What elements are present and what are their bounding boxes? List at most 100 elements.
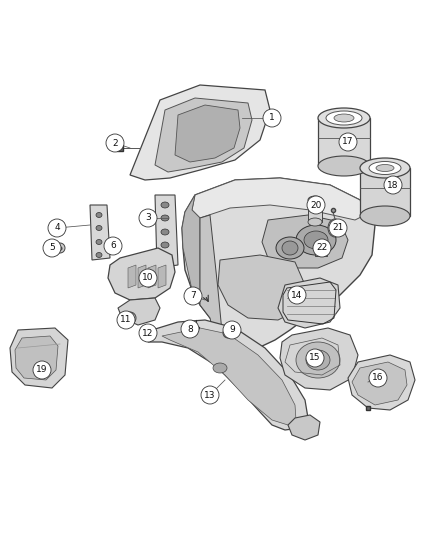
Circle shape (184, 287, 202, 305)
Polygon shape (118, 298, 160, 325)
Polygon shape (278, 278, 340, 328)
Circle shape (104, 237, 122, 255)
Ellipse shape (161, 242, 169, 248)
Text: 1: 1 (269, 114, 275, 123)
Polygon shape (162, 328, 296, 425)
Circle shape (106, 134, 124, 152)
Ellipse shape (334, 114, 354, 122)
Ellipse shape (296, 342, 340, 378)
Ellipse shape (304, 231, 328, 249)
Bar (360, 168, 410, 216)
Ellipse shape (213, 363, 227, 373)
Bar (318, 118, 370, 166)
Circle shape (313, 239, 331, 257)
Ellipse shape (55, 243, 65, 253)
Polygon shape (10, 328, 68, 388)
Text: 20: 20 (310, 200, 321, 209)
Ellipse shape (376, 165, 394, 172)
Polygon shape (288, 415, 320, 440)
Circle shape (339, 133, 357, 151)
Polygon shape (155, 98, 252, 172)
Circle shape (223, 321, 241, 339)
Ellipse shape (360, 206, 410, 226)
Ellipse shape (318, 108, 370, 128)
Polygon shape (138, 265, 146, 288)
Ellipse shape (326, 111, 362, 125)
Text: 18: 18 (387, 181, 399, 190)
Polygon shape (155, 195, 178, 268)
Circle shape (369, 369, 387, 387)
Ellipse shape (96, 213, 102, 217)
Text: 3: 3 (145, 214, 151, 222)
Ellipse shape (161, 202, 169, 208)
Polygon shape (200, 215, 222, 340)
Text: 6: 6 (110, 241, 116, 251)
Circle shape (139, 324, 157, 342)
Polygon shape (128, 265, 136, 288)
Text: 10: 10 (142, 273, 154, 282)
Text: 12: 12 (142, 328, 154, 337)
Polygon shape (280, 328, 358, 390)
Polygon shape (15, 336, 58, 380)
Ellipse shape (124, 312, 136, 324)
Ellipse shape (296, 225, 336, 255)
Circle shape (139, 209, 157, 227)
Text: 21: 21 (332, 223, 344, 232)
Ellipse shape (96, 239, 102, 245)
Polygon shape (192, 178, 365, 220)
Circle shape (288, 286, 306, 304)
Polygon shape (262, 215, 348, 268)
Text: 19: 19 (36, 366, 48, 375)
Circle shape (306, 349, 324, 367)
Bar (308, 200, 322, 222)
Polygon shape (352, 362, 407, 405)
Text: 8: 8 (187, 325, 193, 334)
Circle shape (139, 269, 157, 287)
Text: 9: 9 (229, 326, 235, 335)
Text: 7: 7 (190, 292, 196, 301)
Circle shape (43, 239, 61, 257)
Ellipse shape (223, 328, 233, 338)
Bar (315, 248, 327, 256)
Polygon shape (130, 85, 270, 180)
Polygon shape (182, 178, 375, 348)
Ellipse shape (360, 158, 410, 178)
Text: 16: 16 (372, 374, 384, 383)
Ellipse shape (96, 253, 102, 257)
Ellipse shape (96, 225, 102, 230)
Ellipse shape (276, 237, 304, 259)
Ellipse shape (308, 196, 322, 204)
Ellipse shape (331, 223, 339, 233)
Text: 11: 11 (120, 316, 132, 325)
Polygon shape (108, 248, 175, 300)
Ellipse shape (161, 255, 169, 261)
Circle shape (181, 320, 199, 338)
Polygon shape (158, 265, 166, 288)
Polygon shape (148, 265, 156, 288)
Text: 17: 17 (342, 138, 354, 147)
Ellipse shape (107, 243, 117, 253)
Circle shape (307, 196, 325, 214)
Text: 4: 4 (54, 223, 60, 232)
Circle shape (384, 176, 402, 194)
Ellipse shape (306, 350, 330, 370)
Text: 5: 5 (49, 244, 55, 253)
Circle shape (263, 109, 281, 127)
Text: 15: 15 (309, 353, 321, 362)
Polygon shape (148, 320, 308, 430)
Circle shape (329, 219, 347, 237)
Ellipse shape (161, 215, 169, 221)
Ellipse shape (161, 229, 169, 235)
Text: 13: 13 (204, 391, 216, 400)
Ellipse shape (369, 161, 401, 174)
Text: 22: 22 (316, 244, 328, 253)
Ellipse shape (308, 218, 322, 226)
Circle shape (117, 311, 135, 329)
Circle shape (48, 219, 66, 237)
Circle shape (201, 386, 219, 404)
Text: 2: 2 (112, 139, 118, 148)
Polygon shape (182, 195, 200, 305)
Polygon shape (175, 105, 240, 162)
Ellipse shape (318, 156, 370, 176)
Text: 14: 14 (291, 290, 303, 300)
